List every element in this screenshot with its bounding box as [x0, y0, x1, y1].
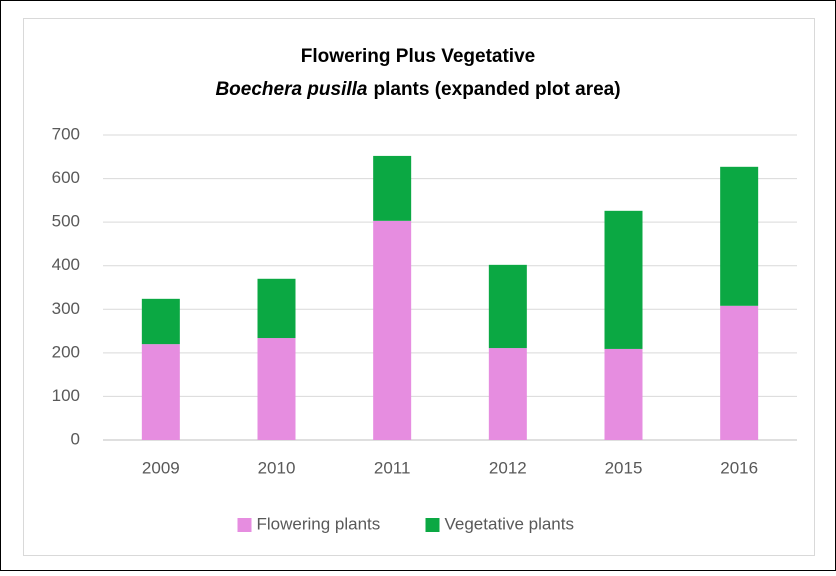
- x-tick-label: 2009: [142, 458, 180, 477]
- bar-segment: [720, 166, 759, 306]
- chart-border: [23, 18, 815, 556]
- x-tick-label: 2012: [489, 458, 527, 477]
- y-tick-label: 0: [71, 429, 80, 448]
- bar-segment: [257, 338, 296, 440]
- y-tick-label: 200: [52, 342, 80, 361]
- y-tick-label: 500: [52, 212, 80, 231]
- y-tick-label: 400: [52, 255, 80, 274]
- bar-segment: [373, 155, 412, 221]
- x-tick-label: 2010: [258, 458, 296, 477]
- bar-segment: [488, 264, 527, 349]
- legend-swatch: [425, 518, 440, 532]
- x-tick-label: 2016: [720, 458, 758, 477]
- bar-segment: [257, 278, 296, 339]
- title-rest: plants (expanded plot area): [374, 79, 621, 100]
- chart-title: Boechera pusilla plants (expanded plot ar…: [215, 79, 620, 100]
- y-tick-label: 300: [52, 299, 80, 318]
- bar-segment: [604, 210, 643, 349]
- chart-title: Flowering Plus Vegetative: [301, 46, 535, 67]
- y-tick-label: 700: [52, 124, 80, 143]
- bar-segment: [604, 348, 643, 440]
- bar-segment: [488, 348, 527, 440]
- y-tick-label: 600: [52, 168, 80, 187]
- x-tick-label: 2015: [605, 458, 643, 477]
- x-tick-label: 2011: [374, 458, 411, 477]
- title-italic: Boechera pusilla: [215, 79, 367, 100]
- legend-swatch: [237, 518, 252, 532]
- bar-segment: [141, 298, 180, 345]
- legend-label: Vegetative plants: [445, 514, 574, 533]
- bar-segment: [141, 344, 180, 440]
- y-tick-label: 100: [52, 386, 80, 405]
- bar-segment: [720, 305, 759, 440]
- bar-segment: [373, 220, 412, 440]
- legend-label: Flowering plants: [257, 514, 381, 533]
